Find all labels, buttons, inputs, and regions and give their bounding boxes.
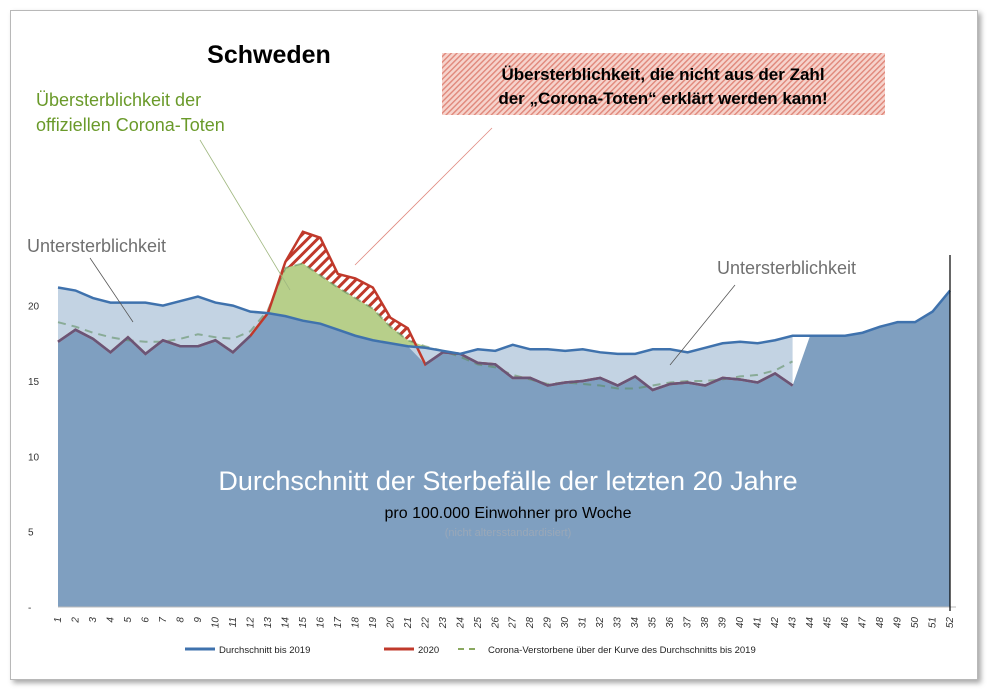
x-tick-label: 9 (193, 617, 204, 623)
leader-line-green (199, 139, 291, 291)
x-tick-label: 49 (893, 617, 904, 629)
x-tick-label: 32 (595, 617, 606, 629)
x-tick-label: 13 (263, 617, 274, 629)
x-tick-label: 17 (333, 617, 344, 629)
line-2020-below-average (57, 328, 252, 356)
y-tick-label: 15 (28, 377, 40, 388)
x-tick-label: 51 (928, 617, 939, 628)
y-tick-label: 10 (28, 452, 40, 463)
under-left-label: Untersterblichkeit (27, 236, 166, 256)
x-tick-label: 21 (403, 617, 414, 629)
x-tick-label: 48 (875, 617, 886, 629)
x-tick-label: 30 (560, 617, 571, 629)
x-tick-label: 50 (910, 617, 921, 629)
y-tick-label: 5 (28, 528, 34, 539)
x-tick-label: 47 (858, 617, 869, 629)
x-tick-label: 45 (823, 617, 834, 629)
x-tick-label: 52 (945, 617, 956, 629)
x-tick-label: 18 (350, 617, 361, 629)
x-tick-label: 10 (210, 617, 221, 629)
x-tick-label: 24 (455, 617, 466, 630)
x-tick-label: 27 (508, 617, 519, 630)
center-main-label: Durchschnitt der Sterbefälle der letzten… (218, 466, 797, 496)
x-tick-label: 4 (105, 617, 116, 623)
x-tick-label: 8 (175, 617, 186, 623)
line-average (57, 286, 951, 356)
x-tick-label: 28 (525, 617, 536, 630)
x-tick-label: 26 (490, 617, 501, 630)
green-label-line1: Übersterblichkeit der (36, 90, 201, 110)
y-tick-label: - (28, 603, 31, 614)
x-tick-label: 19 (368, 617, 379, 629)
x-tick-label: 11 (228, 617, 239, 627)
legend-label: Durchschnitt bis 2019 (219, 645, 310, 656)
average-area (58, 290, 950, 607)
x-tick-label: 15 (298, 617, 309, 629)
under-right-label: Untersterblichkeit (717, 258, 856, 278)
x-tick-label: 7 (158, 617, 169, 623)
x-tick-label: 46 (840, 617, 851, 629)
corona-deaths-line (57, 262, 794, 390)
line-2020-below-average-late (424, 351, 794, 392)
red-box-line1: Übersterblichkeit, die nicht aus der Zah… (501, 65, 824, 84)
x-tick-label: 14 (280, 617, 291, 629)
x-tick-label: 41 (753, 617, 764, 628)
x-tick-label: 35 (648, 617, 659, 629)
x-tick-label: 39 (718, 617, 729, 629)
leader-line-red (354, 127, 493, 266)
x-tick-label: 25 (473, 617, 484, 630)
x-tick-label: 3 (88, 617, 99, 623)
x-tick-label: 1 (53, 617, 64, 623)
x-tick-label: 20 (385, 617, 396, 630)
x-tick-label: 16 (315, 617, 326, 629)
leader-line-under-right (669, 284, 736, 366)
x-tick-label: 22 (420, 617, 431, 630)
red-box (442, 53, 885, 115)
center-sub-label: pro 100.000 Einwohner pro Woche (385, 505, 632, 522)
x-tick-label: 44 (805, 617, 816, 629)
legend-label: Corona-Verstorbene über der Kurve des Du… (488, 645, 756, 656)
x-tick-label: 29 (543, 617, 554, 630)
x-tick-label: 6 (140, 617, 151, 623)
x-tick-label: 23 (438, 617, 449, 630)
green-label-line2: offiziellen Corona-Toten (36, 115, 225, 135)
red-box-line2: der „Corona-Toten“ erklärt werden kann! (498, 89, 827, 108)
center-note-label: (nicht altersstandardisiert) (445, 527, 572, 539)
y-tick-label: 20 (28, 302, 40, 313)
x-tick-label: 43 (788, 617, 799, 629)
x-tick-label: 2 (70, 617, 81, 624)
x-tick-label: 38 (700, 617, 711, 629)
legend-label: 2020 (418, 645, 439, 656)
chart-title: Schweden (207, 41, 331, 69)
x-tick-label: 37 (683, 617, 694, 629)
x-tick-label: 36 (665, 617, 676, 629)
x-tick-label: 31 (578, 617, 589, 628)
x-tick-label: 33 (613, 617, 624, 629)
x-tick-label: 40 (735, 617, 746, 629)
x-tick-label: 34 (630, 617, 641, 629)
leader-line-under-left (89, 257, 134, 323)
x-tick-label: 42 (770, 617, 781, 629)
x-tick-label: 12 (245, 617, 256, 629)
x-tick-label: 5 (123, 617, 134, 623)
